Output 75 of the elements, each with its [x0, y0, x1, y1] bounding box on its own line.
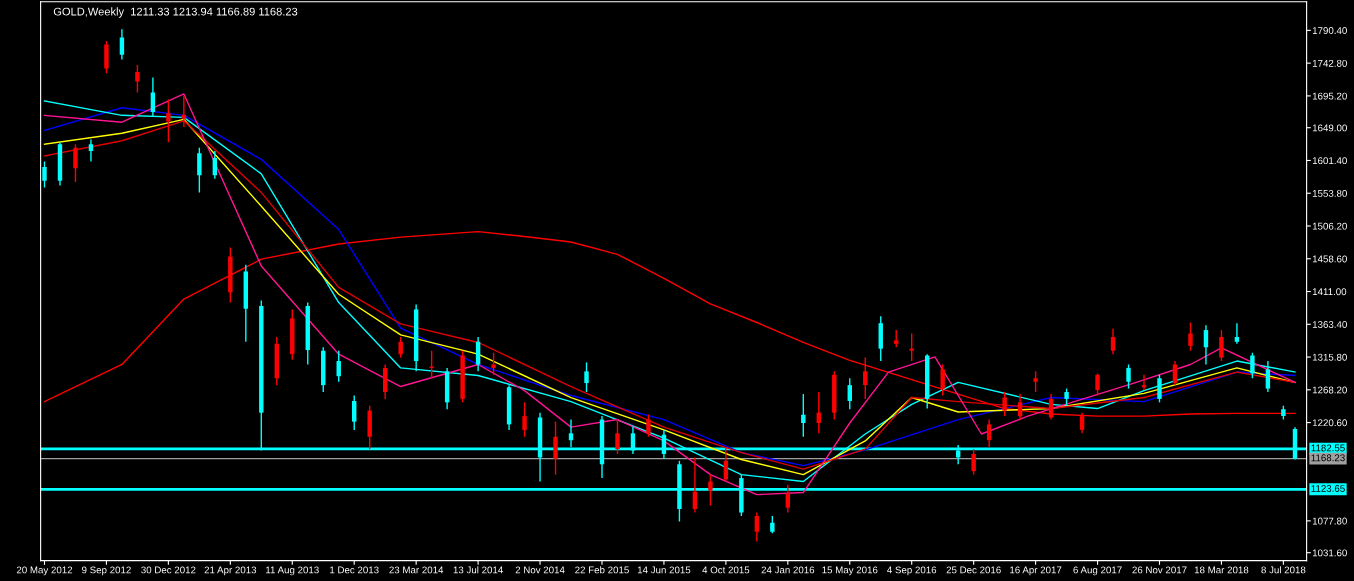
- candlestick: [135, 64, 140, 94]
- x-tick-label: 26 Nov 2017: [1132, 566, 1187, 574]
- x-tick-label: 14 Jun 2015: [637, 566, 691, 574]
- candlestick: [1265, 360, 1271, 393]
- x-tick-label: 24 Jan 2016: [761, 566, 815, 574]
- y-tick-label: 1031.60: [1312, 549, 1347, 557]
- x-tick-label: 23 Mar 2014: [389, 566, 444, 574]
- candlestick: [336, 350, 341, 383]
- candlestick: [940, 363, 945, 397]
- candlestick: [1234, 322, 1240, 345]
- candlestick: [785, 484, 791, 514]
- y-tick-label: 1695.20: [1312, 92, 1347, 100]
- candlestick: [615, 418, 620, 455]
- y-tick-label: 1601.40: [1312, 157, 1347, 165]
- candlestick: [1219, 329, 1224, 362]
- candlestick: [1188, 321, 1193, 352]
- ref-line-label: 1168.23: [1311, 454, 1345, 462]
- x-tick-label: 4 Sep 2016: [887, 566, 937, 576]
- candlestick: [42, 160, 47, 189]
- candlestick: [1110, 328, 1116, 355]
- y-tick-label: 1411.00: [1312, 288, 1347, 296]
- ref-line-label: 1182.55: [1311, 444, 1345, 452]
- y-tick-label: 1363.40: [1312, 321, 1347, 328]
- x-tick-label: 30 Dec 2012: [141, 566, 196, 574]
- x-tick-label: 25 Dec 2016: [946, 566, 1001, 574]
- candlestick: [1250, 352, 1255, 379]
- x-tick-label: 1 Dec 2013: [330, 566, 379, 574]
- candlestick: [522, 401, 527, 438]
- candlestick: [1126, 363, 1131, 390]
- x-tick-label: 9 Sep 2012: [82, 566, 131, 576]
- y-tick-label: 1506.20: [1312, 222, 1347, 230]
- candlestick: [553, 420, 558, 476]
- candlestick: [166, 98, 171, 143]
- y-tick-label: 1790.40: [1312, 27, 1347, 34]
- candlestick: [754, 511, 760, 543]
- candlestick: [1157, 374, 1162, 404]
- candlestick: [986, 418, 992, 448]
- ref-line-label: 1123.65: [1311, 485, 1345, 492]
- candlestick: [197, 146, 202, 194]
- x-tick-label: 21 Apr 2013: [204, 566, 257, 576]
- candlestick: [646, 414, 651, 438]
- y-tick-label: 1649.00: [1312, 124, 1347, 132]
- y-tick-label: 1742.80: [1312, 59, 1347, 67]
- chart-title: GOLD,Weekly 1211.33 1213.94 1166.89 1168.23: [53, 7, 298, 18]
- x-tick-label: 13 Jul 2014: [453, 566, 503, 574]
- y-tick-label: 1220.60: [1312, 419, 1347, 427]
- y-tick-label: 1458.60: [1312, 255, 1347, 263]
- candlestick: [847, 377, 852, 410]
- x-tick-label: 22 Feb 2015: [575, 566, 629, 574]
- y-tick-label: 1553.80: [1312, 189, 1347, 197]
- x-tick-label: 18 Mar 2018: [1194, 566, 1249, 574]
- candlestick: [971, 448, 976, 476]
- x-tick-label: 16 Apr 2017: [1010, 566, 1062, 576]
- candlestick: [1033, 370, 1038, 393]
- candlestick: [352, 394, 357, 431]
- candlestick: [73, 143, 78, 183]
- x-tick-label: 20 May 2012: [16, 566, 73, 576]
- candlestick: [801, 393, 806, 438]
- y-tick-label: 1268.20: [1312, 386, 1347, 394]
- candlestick: [1172, 360, 1178, 386]
- x-tick-label: 4 Oct 2015: [702, 566, 750, 574]
- x-tick-label: 6 Aug 2017: [1073, 566, 1122, 576]
- candlestick: [88, 138, 94, 163]
- candlestick: [398, 336, 403, 359]
- candlestick: [584, 361, 589, 393]
- x-tick-label: 15 May 2016: [822, 566, 878, 576]
- candlestick: [863, 356, 868, 400]
- x-tick-label: 8 Jul 2018: [1261, 566, 1306, 574]
- candlestick: [491, 352, 496, 376]
- x-tick-label: 2 Nov 2014: [515, 566, 565, 574]
- y-tick-label: 1315.80: [1312, 353, 1347, 361]
- candlestick: [708, 473, 713, 507]
- y-tick-label: 1077.80: [1312, 517, 1347, 525]
- candlestick: [1095, 372, 1100, 397]
- x-tick-label: 11 Aug 2013: [266, 566, 319, 576]
